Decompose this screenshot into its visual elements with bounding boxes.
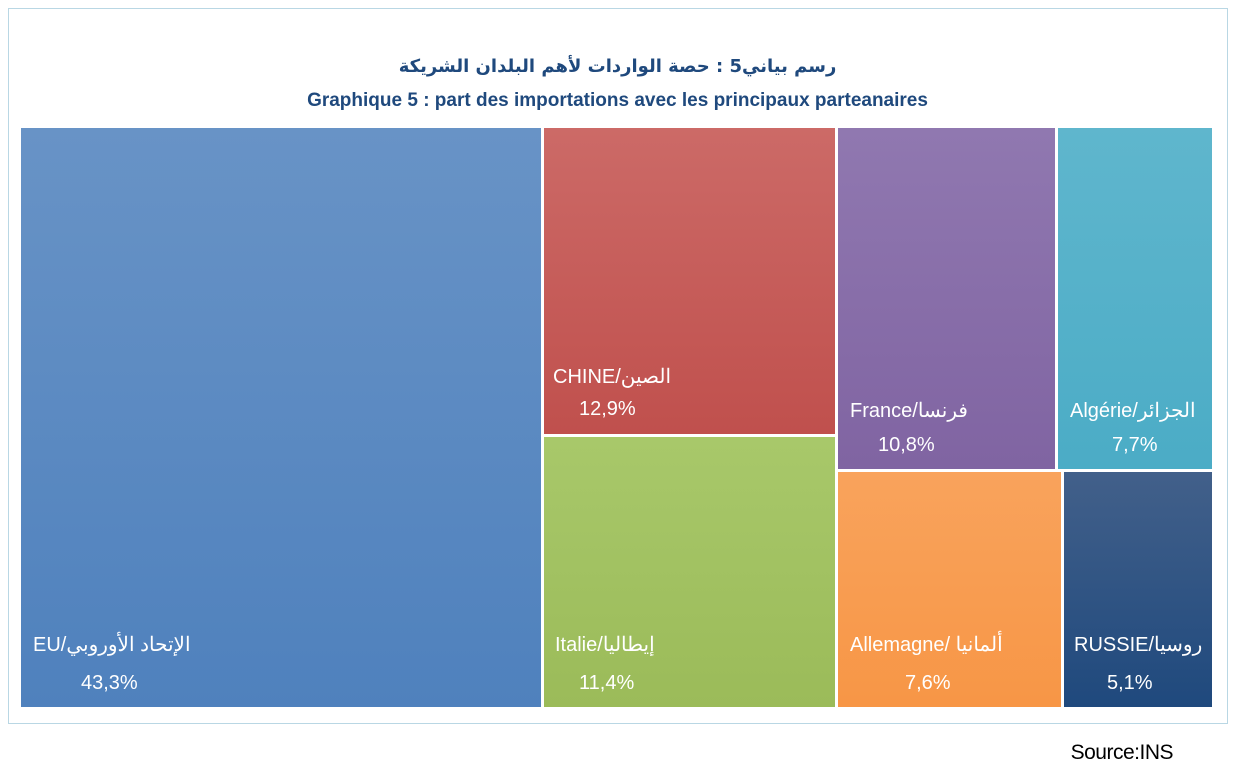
tile-value-eu: 43,3% [81,672,138,694]
tile-value-france: 10,8% [878,434,935,456]
treemap-tile-italie: Italie/إيطاليا 11,4% [544,437,835,707]
tile-label-algerie: Algérie/الجزائر [1070,400,1196,422]
treemap-tile-eu: EU/الإتحاد الأوروبي 43,3% [21,128,541,707]
tile-value-algerie: 7,7% [1112,434,1158,456]
treemap-tile-france: France/فرنسا 10,8% [838,128,1055,469]
treemap-tile-algerie: Algérie/الجزائر 7,7% [1058,128,1212,469]
tile-value-chine: 12,9% [579,398,636,420]
source-note: Source:INS [1070,741,1174,764]
treemap-tile-chine: CHINE/الصين 12,9% [544,128,835,434]
tile-label-allemagne: Allemagne/ ألمانيا [850,634,1003,656]
tile-label-italie: Italie/إيطاليا [555,634,655,656]
tile-label-eu: EU/الإتحاد الأوروبي [33,634,191,656]
tile-label-france: France/فرنسا [850,400,968,422]
chart-title-arabic: رسم بياني5 : حصة الواردات لأهم البلدان ا… [398,56,837,77]
tile-label-chine: CHINE/الصين [553,366,672,388]
treemap-tile-allemagne: Allemagne/ ألمانيا 7,6% [838,472,1061,707]
treemap-tile-russie: RUSSIE/روسيا 5,1% [1064,472,1212,707]
tile-label-russie: RUSSIE/روسيا [1074,634,1203,656]
chart-title-french: Graphique 5 : part des importations avec… [307,90,928,111]
tile-value-italie: 11,4% [579,672,635,694]
tile-value-russie: 5,1% [1107,672,1153,694]
tile-value-allemagne: 7,6% [905,672,951,694]
